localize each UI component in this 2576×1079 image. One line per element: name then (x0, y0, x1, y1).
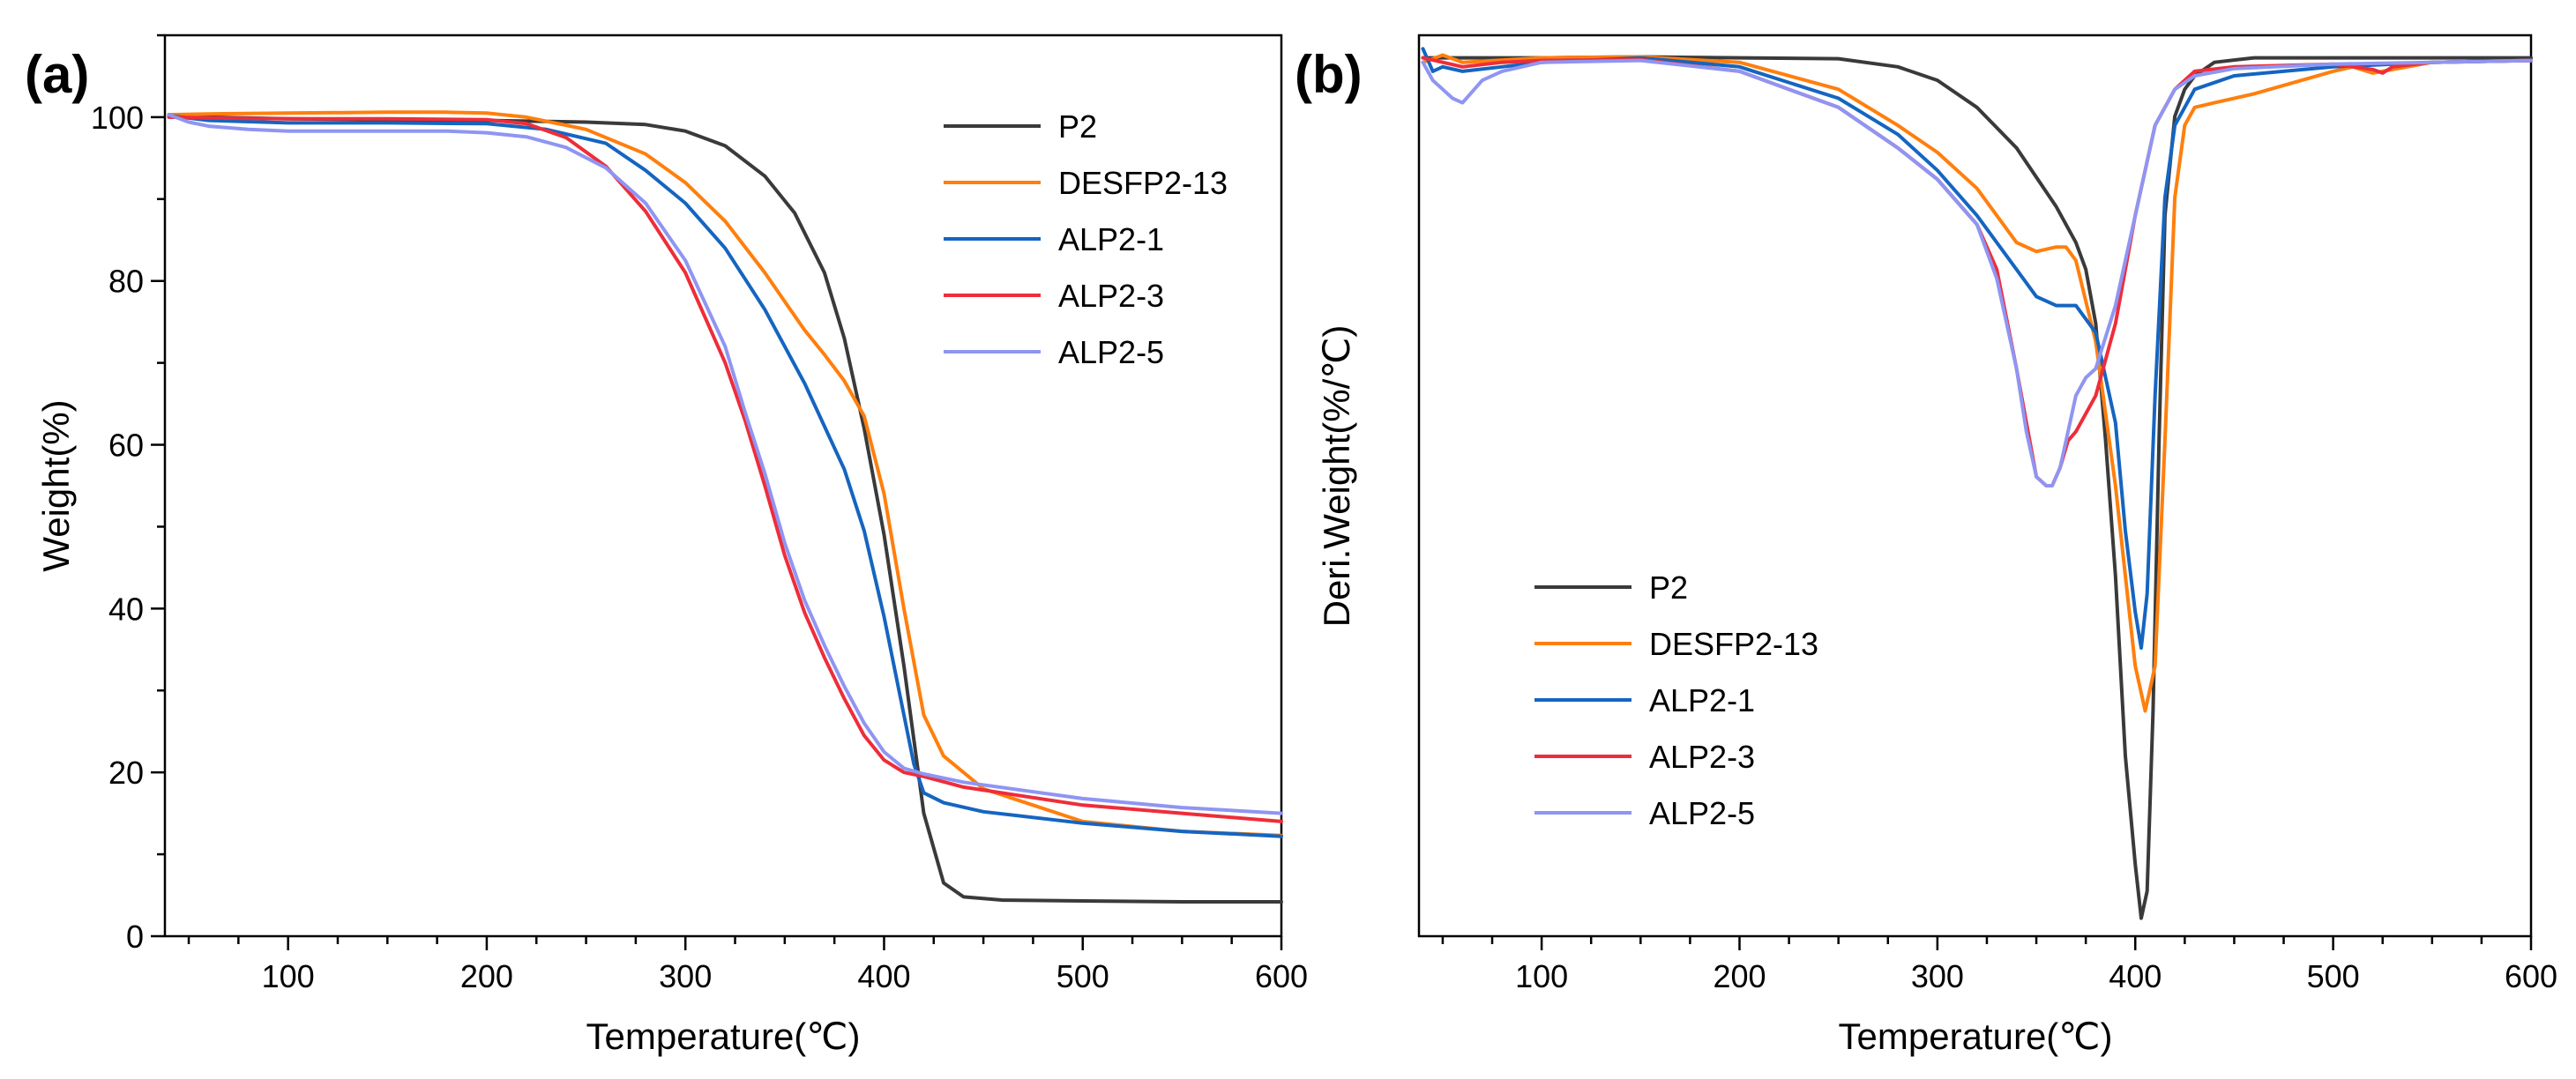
x-tick-label: 300 (1911, 958, 1964, 994)
panel-a-tick-labels: 100 200 300 400 500 600 0 20 40 60 80 100 (91, 100, 1308, 994)
legend-label-alp2-3: ALP2-3 (1058, 278, 1164, 314)
y-tick-label: 60 (108, 428, 144, 464)
legend-label-p2: P2 (1649, 569, 1688, 606)
legend-label-alp2-1: ALP2-1 (1058, 221, 1164, 257)
x-tick-label: 600 (2505, 958, 2557, 994)
panel-a-frame (163, 33, 1283, 938)
series-line-alp2-5 (1421, 58, 2533, 487)
series-line-alp2-3 (167, 115, 1283, 823)
x-tick-label: 400 (2109, 958, 2162, 994)
legend-label-alp2-5: ALP2-5 (1649, 795, 1755, 831)
y-tick-label: 40 (108, 591, 144, 627)
x-tick-label: 400 (857, 958, 910, 994)
x-tick-label: 200 (460, 958, 513, 994)
legend-label-alp2-1: ALP2-1 (1649, 682, 1755, 718)
x-tick-label: 100 (262, 958, 315, 994)
x-tick-label: 200 (1713, 958, 1766, 994)
series-line-desfp2-13 (167, 110, 1283, 837)
panel-a: (a) 100 200 300 400 500 600 0 20 40 60 80 100 P2 DES… (25, 33, 1308, 1057)
panel-label-a: (a) (25, 45, 89, 104)
series-line-alp2-3 (1421, 56, 2533, 487)
y-tick-label: 20 (108, 755, 144, 791)
y-tick-label: 100 (91, 100, 144, 136)
panel-label-b: (b) (1295, 45, 1363, 104)
x-tick-label: 500 (1057, 958, 1109, 994)
panel-b-x-axis-title: Temperature(℃) (1839, 1016, 2113, 1057)
x-tick-label: 600 (1255, 958, 1308, 994)
panel-a-ticks (151, 33, 1283, 950)
panel-b-y-axis-title: Deri.Weight(%/℃) (1316, 325, 1357, 628)
legend-label-desfp2-13: DESFP2-13 (1058, 165, 1228, 201)
x-tick-label: 300 (659, 958, 712, 994)
panel-b: (b) 100 200 300 400 500 600 P2 DESFP2-13 ALP2-1… (1295, 33, 2557, 1057)
x-tick-label: 500 (2307, 958, 2360, 994)
panel-a-x-axis-title: Temperature(℃) (586, 1016, 861, 1057)
panel-a-legend: P2 DESFP2-13 ALP2-1 ALP2-3 ALP2-5 (944, 108, 1228, 370)
series-line-alp2-1 (1421, 47, 2533, 650)
series-line-alp2-1 (167, 114, 1283, 838)
panel-a-series (167, 110, 1283, 904)
panel-b-series (1421, 47, 2533, 920)
x-tick-label: 100 (1515, 958, 1568, 994)
series-line-desfp2-13 (1421, 53, 2533, 713)
panel-b-legend: P2 DESFP2-13 ALP2-1 ALP2-3 ALP2-5 (1534, 569, 1818, 831)
legend-label-desfp2-13: DESFP2-13 (1649, 626, 1818, 662)
panel-b-ticks (1441, 936, 2533, 950)
y-tick-label: 80 (108, 264, 144, 300)
panel-b-tick-labels: 100 200 300 400 500 600 (1515, 958, 2557, 994)
y-tick-label: 0 (126, 919, 144, 955)
legend-label-p2: P2 (1058, 108, 1097, 145)
series-line-alp2-5 (167, 113, 1283, 815)
panel-a-y-axis-title: Weight(%) (35, 399, 77, 571)
legend-label-alp2-5: ALP2-5 (1058, 334, 1164, 370)
legend-label-alp2-3: ALP2-3 (1649, 739, 1755, 775)
panel-b-frame (1417, 33, 2533, 938)
